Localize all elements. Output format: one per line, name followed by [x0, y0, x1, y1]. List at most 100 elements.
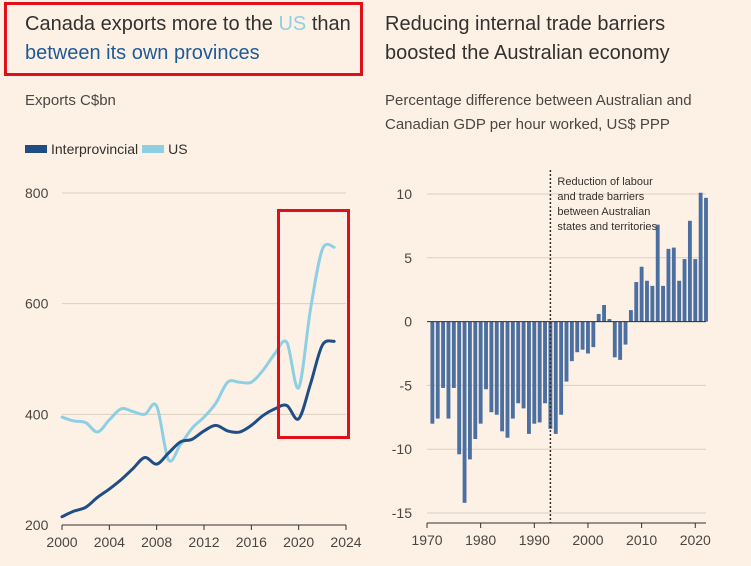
bar-2020	[693, 259, 698, 322]
bar-1988	[521, 321, 526, 409]
bar-x-tick-label-1970: 1970	[411, 532, 442, 548]
recent-years-highlight-box	[277, 209, 350, 439]
y-tick-label-800: 800	[25, 185, 49, 201]
bar-2006	[618, 321, 623, 360]
left-panel: Canada exports more to the US than betwe…	[0, 0, 370, 566]
legend-label-interprovincial: Interprovincial	[51, 141, 139, 157]
legend-label-us: US	[168, 141, 188, 157]
right-subtitle-line1: Percentage difference between Australian…	[385, 92, 692, 109]
x-tick-label-2008: 2008	[141, 534, 172, 550]
bar-2012	[650, 285, 655, 322]
y-tick-label-200: 200	[25, 517, 49, 533]
title-text-2: than	[306, 13, 351, 35]
bar-x-tick-label-2020: 2020	[680, 532, 711, 548]
bar-1987	[516, 321, 521, 404]
title-provinces-line: between its own provinces	[25, 42, 260, 64]
bar-1989	[527, 321, 531, 434]
bar-1979	[473, 321, 478, 439]
bar-y-tick-label--5: -5	[400, 377, 413, 393]
bar-x-tick-label-1980: 1980	[465, 532, 496, 548]
bar-2000	[586, 321, 590, 354]
title-us-word: US	[278, 13, 307, 35]
bar-1972	[435, 321, 440, 419]
bar-y-tick-label--10: -10	[392, 441, 412, 457]
bar-2013	[655, 224, 660, 322]
x-tick-label-2012: 2012	[188, 534, 219, 550]
bar-x-tick-label-2000: 2000	[572, 532, 603, 548]
bar-2017	[677, 280, 682, 322]
annotation-line-2: and trade barriers	[557, 191, 644, 203]
bar-1986	[510, 321, 515, 419]
y-tick-label-400: 400	[25, 406, 49, 422]
bar-2009	[634, 282, 639, 322]
annotation-line-1: Reduction of labour	[557, 176, 653, 188]
annotation-line-4: states and territories	[557, 221, 657, 233]
bar-1999	[580, 321, 585, 350]
bar-2004	[607, 319, 612, 322]
bar-1995	[559, 321, 564, 415]
left-chart-title: Canada exports more to the US than betwe…	[25, 10, 370, 68]
bar-y-tick-label-10: 10	[396, 186, 412, 202]
bar-2003	[602, 305, 606, 322]
bar-chart: -15 -10 -5 0 5 10 Reduction of labour and trade…	[392, 170, 711, 548]
bar-1976	[457, 321, 462, 455]
title-text-1: Canada exports more to the	[25, 13, 279, 35]
left-chart-subtitle: Exports C$bn	[25, 92, 116, 109]
left-chart-legend: Interprovincial US	[25, 141, 188, 157]
bar-x-tick-label-2010: 2010	[626, 532, 657, 548]
line-chart: 200 400 600 800 2000 2004 2008 2012 2016 2020 2024	[25, 185, 362, 550]
bar-1991	[537, 321, 542, 423]
bar-1983	[494, 321, 499, 415]
legend-swatch-us	[142, 145, 165, 153]
bar-2011	[645, 280, 649, 322]
bar-1994	[553, 321, 558, 434]
bar-2008	[628, 310, 633, 322]
x-tick-label-2024: 2024	[330, 534, 361, 550]
bar-2001	[591, 321, 596, 348]
bar-1978	[467, 321, 472, 460]
right-subtitle-line2: Canadian GDP per hour worked, US$ PPP	[385, 116, 670, 133]
bar-2018	[682, 259, 687, 322]
bar-x-tick-label-1990: 1990	[519, 532, 550, 548]
bar-1996	[564, 321, 569, 382]
bar-1971	[430, 321, 435, 424]
bar-2014	[661, 285, 666, 322]
bar-2021	[698, 192, 703, 322]
bar-2002	[596, 313, 601, 322]
bar-2015	[666, 248, 671, 322]
x-tick-label-2020: 2020	[283, 534, 314, 550]
bar-y-tick-label-5: 5	[404, 250, 412, 266]
bar-1975	[451, 321, 456, 388]
legend-swatch-interprovincial	[25, 145, 47, 153]
bar-1982	[489, 321, 494, 413]
title-highlight-box	[4, 2, 363, 76]
bar-1981	[484, 321, 488, 390]
bar-1992	[543, 321, 547, 404]
x-tick-label-2016: 2016	[236, 534, 267, 550]
bar-2010	[639, 266, 644, 322]
bar-1997	[569, 321, 574, 362]
right-chart-subtitle: Percentage difference between Australian…	[385, 89, 745, 137]
annotation-line-3: between Australian	[557, 206, 650, 218]
bar-2005	[612, 321, 617, 358]
bar-2007	[623, 321, 628, 345]
right-title-line1: Reducing internal trade barriers	[385, 13, 666, 35]
series-line-us	[60, 242, 336, 463]
bar-1998	[575, 321, 580, 353]
x-tick-label-2000: 2000	[46, 534, 77, 550]
bar-1980	[478, 321, 483, 424]
bar-1984	[500, 321, 505, 432]
bar-1990	[532, 321, 537, 424]
right-title-line2: boosted the Australian economy	[385, 42, 670, 64]
right-panel: Reducing internal trade barriers boosted…	[370, 0, 751, 566]
series-line-interprovincial	[60, 339, 336, 519]
right-chart-title: Reducing internal trade barriers boosted…	[385, 10, 745, 68]
bar-y-tick-label--15: -15	[392, 505, 412, 521]
bar-1973	[441, 321, 446, 388]
bar-2016	[671, 247, 676, 322]
bar-y-tick-label-0: 0	[404, 314, 412, 330]
bar-2019	[687, 220, 692, 322]
y-tick-label-600: 600	[25, 296, 49, 312]
bar-1985	[505, 321, 510, 438]
bar-1974	[446, 321, 451, 419]
